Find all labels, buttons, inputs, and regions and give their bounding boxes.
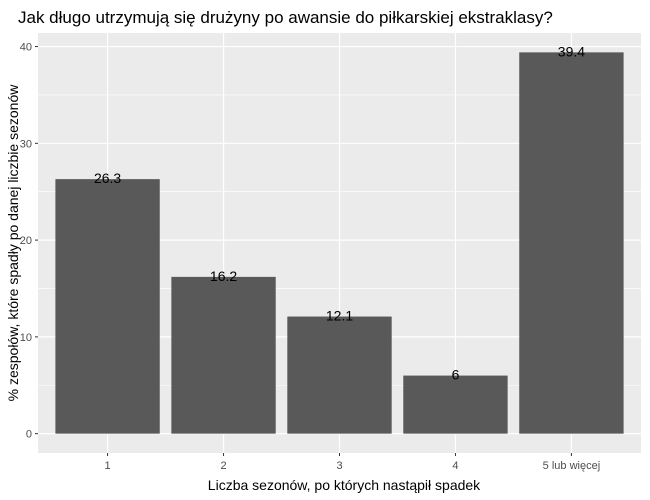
bars (55, 52, 624, 434)
bar-1 (55, 179, 160, 434)
x-tick-label: 3 (336, 460, 342, 472)
x-tick-label: 1 (105, 460, 111, 472)
y-axis: 0 10 20 30 40 (20, 42, 38, 441)
data-label-3: 12.1 (326, 308, 353, 324)
x-axis-title: Liczba sezonów, po których nastąpił spad… (208, 477, 481, 493)
x-tick-label: 2 (220, 460, 226, 472)
x-tick-label: 4 (452, 460, 458, 472)
chart-title: Jak długo utrzymują się drużyny po awans… (18, 8, 553, 27)
data-labels: 26.3 16.2 12.1 6 39.4 (94, 43, 585, 382)
bar-3 (287, 316, 392, 434)
y-tick-label: 10 (20, 332, 32, 344)
y-axis-title: % zespołów, które spadły po danej liczbi… (5, 84, 21, 402)
bar-5 (519, 52, 624, 434)
bar-4 (403, 375, 508, 434)
y-tick-label: 0 (26, 429, 32, 441)
data-label-1: 26.3 (94, 170, 121, 186)
data-label-2: 16.2 (210, 268, 237, 284)
x-tick-label: 5 lub więcej (543, 460, 600, 472)
y-tick-label: 40 (20, 42, 32, 54)
data-label-4: 6 (452, 367, 460, 383)
y-tick-label: 30 (20, 138, 32, 150)
bar-2 (171, 276, 276, 434)
data-label-5: 39.4 (558, 43, 585, 59)
y-tick-label: 20 (20, 235, 32, 247)
x-axis: 1 2 3 4 5 lub więcej (105, 453, 600, 472)
